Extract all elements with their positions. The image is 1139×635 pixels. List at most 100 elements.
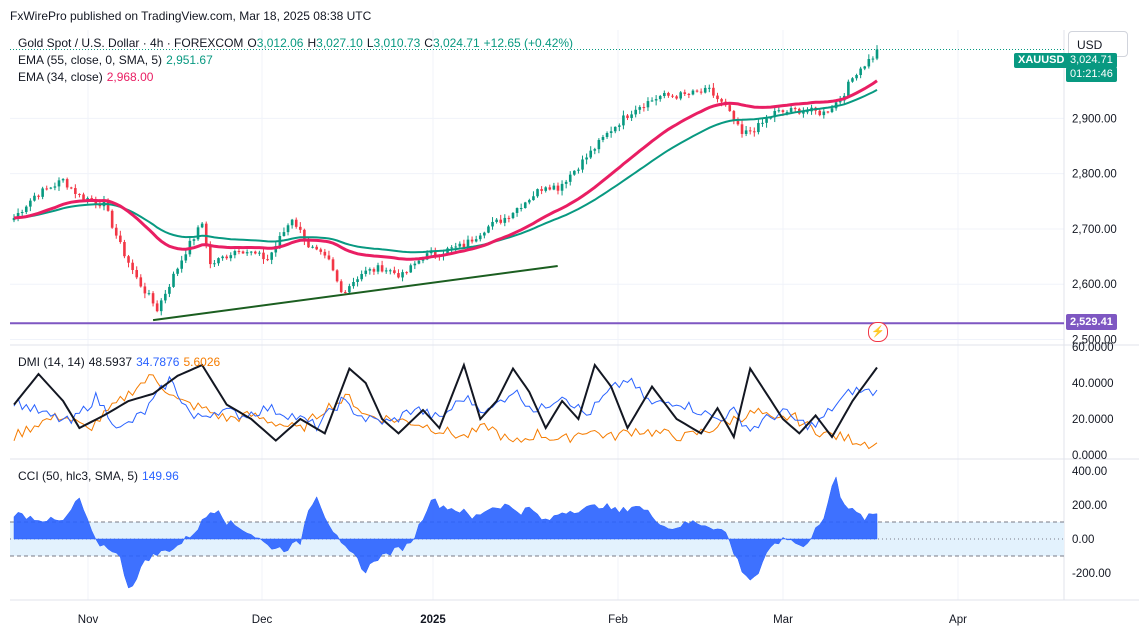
cci-axis-label: -200.00 [1072,568,1111,580]
price-axis-label: 2,700.00 [1072,224,1117,236]
candle-body [159,300,163,312]
candle-body [147,293,151,295]
low-value: 3,010.73 [373,36,421,50]
candle-body [483,232,486,236]
candle-body [135,270,139,278]
candle-body [225,256,228,259]
candle-body [45,188,49,190]
candle-body [744,130,748,134]
candle-body [270,252,273,260]
candle-body [348,286,351,293]
candle-body [380,265,384,272]
candle-body [57,180,61,187]
change-value: +12.65 (+0.42%) [483,36,574,50]
high-value: 3,027.10 [316,36,363,50]
support-level-tag: 2,529.41 [1066,314,1117,330]
candle-body [327,255,331,260]
candle-body [315,246,318,250]
candle-body [613,126,617,132]
time-axis-label: Mar [773,614,793,626]
candle-body [119,235,122,243]
candle-body [605,133,609,138]
candle-body [401,272,404,278]
candle-body [237,251,241,253]
candle-body [303,229,306,242]
candle-body [761,122,764,124]
ema55-value: 2,951.67 [166,53,213,67]
candle-body [454,246,458,248]
candle-body [114,227,118,236]
candle-body [859,68,862,76]
candle-body [393,270,396,274]
candle-body [478,235,482,240]
candle-body [131,262,134,271]
candle-body [875,49,879,59]
ema34-legend: EMA (34, close) 2,968.00 [18,70,157,84]
candle-body [511,212,515,219]
candle-body [544,187,548,191]
candle-body [495,219,498,222]
candle-body [634,109,637,115]
candle-body [720,99,723,102]
candle-body [838,100,842,103]
candle-body [78,193,81,195]
candle-body [573,170,576,175]
candle-body [29,200,32,207]
candle-body [33,195,36,201]
candle-body [360,273,363,280]
candle-body [184,254,188,261]
candle-body [123,242,126,257]
candle-body [503,217,507,223]
candle-body [687,93,691,95]
candle-body [388,270,392,272]
candle-body [748,130,752,132]
dmi-minus-value: 5.6026 [183,355,221,369]
candle-body [249,251,253,253]
candle-body [466,239,470,248]
candle-body [532,196,535,201]
candle-body [24,206,28,213]
candle-body [736,120,740,125]
candle-body [785,111,789,113]
candle-body [311,246,314,248]
dmi-axis-label: 60.0000 [1072,342,1114,354]
candle-body [618,125,621,127]
candle-body [368,269,372,271]
candle-body [474,239,478,242]
candle-body [41,188,44,197]
candle-body [258,252,261,254]
candle-body [213,263,216,265]
candle-body [319,249,323,252]
ema55-line [13,89,878,254]
candle-body [646,101,650,108]
candle-body [597,139,601,150]
lightning-alert-icon[interactable]: ⚡ [868,322,888,342]
candle-body [176,268,179,274]
cci-area [13,476,878,589]
candle-body [728,105,732,112]
candle-body [323,251,327,256]
candle-body [458,243,462,247]
candle-body [663,92,666,97]
candle-body [254,251,257,254]
candle-body [540,189,543,191]
time-axis-label: Feb [608,614,628,626]
ema34-line [13,79,878,261]
candle-body [523,202,527,209]
cci-axis-label: 0.00 [1072,534,1094,546]
currency-button[interactable]: USD [1068,31,1128,57]
candle-body [564,181,568,184]
candle-body [740,124,744,134]
cci-legend: CCI (50, hlc3, SMA, 5) 149.96 [18,469,183,483]
candle-body [654,99,658,101]
candle-body [556,185,560,191]
candle-body [196,227,200,240]
candle-body [37,195,40,197]
candle-body [397,273,400,278]
candle-body [667,92,670,96]
candle-body [826,111,830,113]
candle-body [409,265,413,273]
candle-body [413,263,417,266]
candle-body [282,232,286,237]
